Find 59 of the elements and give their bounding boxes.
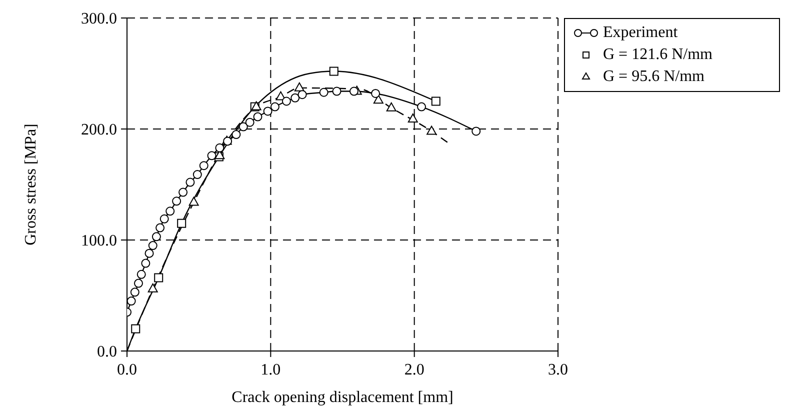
legend-label: G = 95.6 N/mm bbox=[603, 67, 704, 87]
x-tick-label: 3.0 bbox=[548, 361, 568, 378]
point bbox=[144, 248, 154, 258]
point bbox=[290, 93, 300, 102]
y-tick-label: 200.0 bbox=[81, 122, 117, 139]
point bbox=[131, 324, 140, 334]
x-tick-label: 1.0 bbox=[260, 361, 281, 378]
point bbox=[270, 102, 280, 112]
point bbox=[373, 94, 384, 104]
point bbox=[329, 66, 338, 76]
point bbox=[160, 214, 169, 224]
x-axis-title: Crack opening displacement [mm] bbox=[232, 389, 454, 406]
point bbox=[332, 86, 342, 96]
point bbox=[152, 232, 161, 242]
y-tick-label: 100.0 bbox=[81, 232, 117, 250]
point bbox=[178, 188, 188, 197]
point bbox=[136, 270, 146, 279]
point bbox=[156, 223, 165, 232]
point bbox=[319, 88, 328, 97]
y-tick-label: 300.0 bbox=[81, 10, 117, 28]
point bbox=[148, 283, 158, 292]
x-tick-label: 0.0 bbox=[117, 361, 137, 378]
y-tick-label: 0.0 bbox=[97, 344, 117, 361]
legend-label: G = 121.6 N/mm bbox=[603, 45, 712, 65]
legend-label: Experiment bbox=[603, 23, 678, 43]
point bbox=[188, 196, 199, 206]
point bbox=[177, 218, 186, 228]
point bbox=[207, 151, 216, 160]
point bbox=[127, 296, 136, 306]
point bbox=[238, 122, 248, 132]
point bbox=[192, 170, 202, 180]
point bbox=[232, 130, 241, 140]
point bbox=[417, 102, 426, 112]
point bbox=[166, 206, 175, 216]
point bbox=[386, 102, 396, 112]
point bbox=[408, 114, 418, 123]
point bbox=[199, 161, 208, 170]
point bbox=[130, 288, 140, 297]
point bbox=[141, 258, 150, 268]
point bbox=[253, 112, 262, 122]
point bbox=[298, 90, 307, 100]
point bbox=[154, 273, 164, 282]
y-axis-title: Gross stress [MPa] bbox=[22, 124, 40, 246]
point bbox=[263, 106, 272, 116]
point bbox=[172, 196, 182, 206]
point bbox=[186, 178, 195, 187]
point bbox=[282, 96, 291, 106]
point bbox=[349, 86, 358, 96]
point bbox=[472, 126, 481, 136]
point bbox=[426, 126, 437, 135]
point bbox=[294, 82, 304, 92]
point bbox=[371, 88, 380, 98]
point bbox=[148, 241, 158, 250]
x-tick-label: 2.0 bbox=[404, 361, 424, 378]
point bbox=[431, 96, 440, 106]
point bbox=[215, 143, 224, 152]
point bbox=[134, 278, 143, 288]
point bbox=[276, 91, 286, 100]
point bbox=[245, 118, 254, 127]
